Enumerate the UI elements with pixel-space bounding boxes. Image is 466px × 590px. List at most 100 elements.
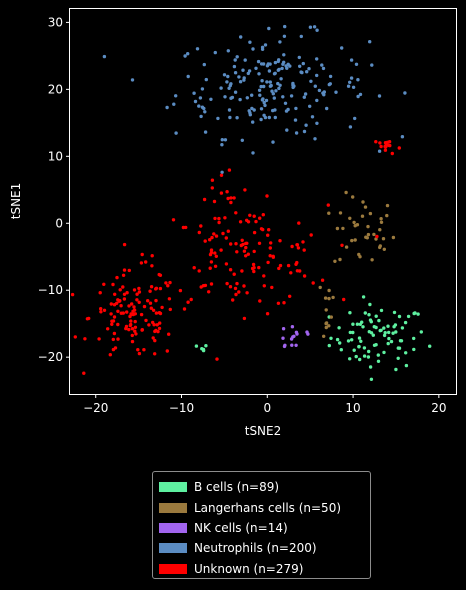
scatter-point-series-4 bbox=[139, 312, 144, 317]
scatter-point-series-4 bbox=[390, 151, 394, 156]
scatter-point-series-4 bbox=[383, 148, 388, 152]
scatter-point-series-0 bbox=[386, 324, 390, 328]
scatter-point-series-1 bbox=[323, 296, 328, 300]
scatter-point-series-2 bbox=[290, 343, 294, 347]
scatter-point-series-4 bbox=[213, 264, 218, 268]
legend-swatch bbox=[159, 482, 187, 493]
scatter-point-series-4 bbox=[302, 274, 307, 278]
scatter-point-series-4 bbox=[326, 203, 330, 207]
legend: B cells (n=89) Langerhans cells (n=50) N… bbox=[152, 471, 371, 579]
scatter-point-series-3 bbox=[281, 95, 285, 99]
scatter-point-series-4 bbox=[106, 327, 110, 331]
scatter-point-series-4 bbox=[278, 263, 283, 268]
scatter-point-series-3 bbox=[321, 66, 326, 71]
scatter-point-series-4 bbox=[239, 243, 243, 248]
scatter-point-series-0 bbox=[348, 357, 352, 361]
scatter-point-series-3 bbox=[265, 64, 270, 68]
scatter-point-series-4 bbox=[214, 234, 219, 238]
scatter-point-series-4 bbox=[282, 301, 286, 305]
scatter-point-series-4 bbox=[139, 261, 144, 265]
scatter-point-series-4 bbox=[158, 273, 163, 277]
scatter-point-series-4 bbox=[197, 230, 201, 235]
scatter-point-series-3 bbox=[309, 79, 313, 84]
legend-swatch bbox=[159, 522, 187, 533]
scatter-point-series-3 bbox=[238, 80, 243, 84]
scatter-point-series-4 bbox=[242, 284, 246, 288]
scatter-point-series-4 bbox=[122, 242, 127, 247]
scatter-point-series-3 bbox=[272, 96, 276, 100]
scatter-point-series-4 bbox=[199, 285, 203, 289]
legend-swatch bbox=[159, 543, 187, 554]
scatter-point-series-3 bbox=[271, 140, 275, 144]
scatter-point-series-3 bbox=[228, 115, 232, 120]
scatter-point-series-1 bbox=[363, 205, 368, 209]
scatter-point-series-3 bbox=[222, 73, 227, 77]
scatter-point-series-2 bbox=[306, 332, 310, 336]
scatter-point-series-3 bbox=[313, 137, 317, 141]
scatter-point-series-3 bbox=[356, 78, 360, 82]
scatter-point-series-1 bbox=[353, 224, 357, 228]
scatter-point-series-4 bbox=[237, 290, 241, 294]
scatter-point-series-4 bbox=[133, 312, 137, 316]
x-tick-label: 20 bbox=[431, 401, 446, 415]
scatter-point-series-4 bbox=[257, 241, 262, 245]
legend-label: Neutrophils (n=200) bbox=[194, 541, 317, 556]
scatter-point-series-4 bbox=[203, 239, 207, 243]
scatter-point-series-0 bbox=[363, 311, 367, 315]
scatter-point-series-4 bbox=[125, 310, 129, 314]
scatter-point-series-4 bbox=[225, 190, 229, 194]
scatter-point-series-4 bbox=[235, 281, 239, 286]
scatter-point-series-0 bbox=[337, 326, 341, 330]
scatter-point-series-4 bbox=[379, 144, 383, 149]
scatter-point-series-4 bbox=[154, 298, 158, 303]
scatter-point-series-3 bbox=[246, 71, 250, 76]
scatter-point-series-4 bbox=[144, 260, 148, 264]
scatter-point-series-3 bbox=[238, 97, 242, 102]
legend-item-unknown: Unknown (n=279) bbox=[159, 559, 370, 579]
scatter-point-series-4 bbox=[121, 285, 125, 289]
scatter-point-series-0 bbox=[351, 330, 355, 335]
scatter-point-series-3 bbox=[370, 63, 374, 67]
scatter-point-series-3 bbox=[298, 64, 302, 69]
scatter-point-series-4 bbox=[124, 324, 129, 329]
y-axis-ticks: −20 −10 0 10 20 30 bbox=[38, 15, 70, 364]
scatter-point-series-3 bbox=[260, 47, 265, 51]
scatter-point-series-4 bbox=[269, 241, 273, 245]
scatter-point-series-4 bbox=[119, 311, 124, 315]
scatter-point-series-0 bbox=[358, 322, 362, 326]
scatter-point-series-0 bbox=[378, 328, 382, 333]
scatter-point-series-0 bbox=[350, 338, 354, 342]
scatter-point-series-3 bbox=[228, 83, 232, 88]
scatter-point-series-4 bbox=[127, 268, 131, 273]
scatter-point-series-0 bbox=[374, 343, 378, 347]
scatter-point-series-4 bbox=[130, 327, 135, 331]
scatter-point-series-4 bbox=[144, 318, 148, 323]
scatter-point-series-3 bbox=[223, 95, 227, 99]
scatter-point-series-0 bbox=[329, 336, 333, 340]
scatter-point-series-3 bbox=[286, 62, 290, 66]
scatter-point-series-4 bbox=[266, 260, 270, 265]
scatter-point-series-4 bbox=[252, 266, 256, 270]
scatter-point-series-3 bbox=[283, 24, 287, 29]
scatter-point-series-4 bbox=[244, 241, 248, 246]
scatter-point-series-4 bbox=[102, 282, 106, 286]
scatter-point-series-4 bbox=[233, 286, 238, 291]
scatter-point-series-4 bbox=[295, 260, 299, 265]
scatter-point-series-0 bbox=[394, 330, 398, 334]
scatter-point-series-3 bbox=[315, 28, 319, 32]
scatter-point-series-1 bbox=[327, 296, 331, 301]
scatter-point-series-4 bbox=[133, 319, 137, 324]
scatter-point-series-0 bbox=[396, 346, 400, 350]
scatter-point-series-3 bbox=[248, 40, 252, 44]
scatter-point-series-4 bbox=[262, 284, 266, 288]
scatter-point-series-0 bbox=[371, 333, 375, 337]
x-axis-ticks: −20 −10 0 10 20 bbox=[83, 394, 446, 415]
scatter-point-series-4 bbox=[252, 230, 257, 235]
scatter-point-series-1 bbox=[344, 190, 348, 195]
scatter-point-series-1 bbox=[385, 203, 390, 208]
scatter-point-series-4 bbox=[209, 248, 214, 252]
scatter-point-series-4 bbox=[243, 188, 247, 192]
scatter-point-series-0 bbox=[367, 330, 371, 334]
scatter-point-series-3 bbox=[233, 71, 238, 75]
